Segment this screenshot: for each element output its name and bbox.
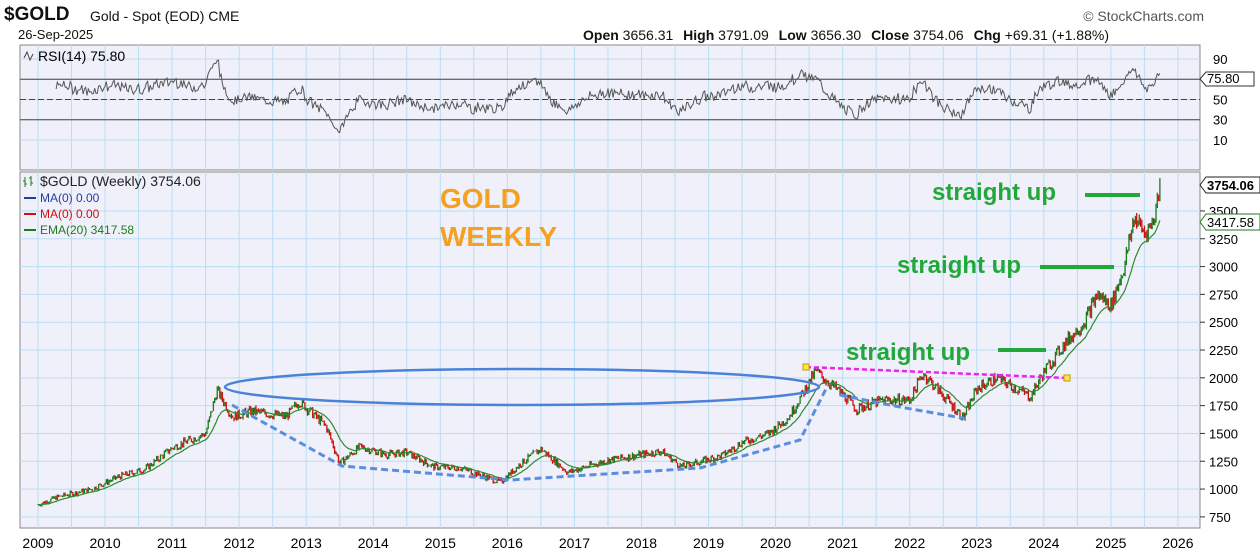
price-tick-labels: 3500325030002750250022502000175015001250… [1209,204,1238,525]
x-tick-2011: 2011 [157,535,187,551]
annotation-straight-up-mid: straight up [897,252,1021,279]
price-tick-3250: 3250 [1209,232,1238,247]
chart-header: $GOLD Gold - Spot (EOD) CME © StockChart… [0,0,1260,44]
price-bars [37,178,1161,507]
symbol-title: $GOLD [4,4,70,25]
close-value: 3754.06 [913,27,964,43]
symbol-description: Gold - Spot (EOD) CME [90,8,240,24]
ema-price-tag: 3417.58 [1199,213,1260,231]
rsi-legend-icon [23,50,34,62]
ohlc-readout: Open 3656.31 High 3791.09 Low 3656.30 Cl… [583,27,1115,43]
annotation-title-weekly: WEEKLY [440,221,558,252]
chart-date: 26-Sep-2025 [18,27,94,42]
price-legend-ma1: MA(0) 0.00 [40,191,100,205]
x-tick-2024: 2024 [1028,535,1059,551]
x-tick-2020: 2020 [760,535,791,551]
brand-watermark: © StockCharts.com [1083,8,1204,24]
rsi-tick-10: 10 [1213,133,1227,148]
last-price-tag-shape [1199,176,1260,194]
x-tick-2026: 2026 [1162,535,1193,551]
rsi-tick-30: 30 [1213,113,1227,128]
annotation-dashed-base-2 [839,393,969,421]
rsi-current-tag: 75.80 [1199,71,1255,87]
last-price-tag-text: 3754.06 [1207,178,1254,193]
x-tick-2014: 2014 [358,535,389,551]
ema-line [37,220,1161,506]
x-tick-2021: 2021 [827,535,858,551]
rsi-tag-shape [1199,71,1255,87]
x-tick-2016: 2016 [492,535,523,551]
price-tick-1250: 1250 [1209,454,1238,469]
price-tick-750: 750 [1209,510,1231,525]
rsi-tick-labels: 9070503010 [1213,52,1227,148]
x-tick-2012: 2012 [224,535,255,551]
annotation-straight-up-low: straight up [846,339,970,366]
x-tick-2025: 2025 [1095,535,1126,551]
price-tick-1750: 1750 [1209,399,1238,414]
price-legend-ema: EMA(20) 3417.58 [40,223,134,237]
open-value: 3656.31 [622,27,674,43]
x-tick-2013: 2013 [291,535,322,551]
x-tick-2018: 2018 [626,535,657,551]
annotation-title-gold: GOLD [440,183,521,214]
annotation-dashed-base [231,384,830,482]
ema-price-tag-text: 3417.58 [1207,215,1254,230]
rsi-level-lines [20,78,1200,121]
rsi-legend: RSI(14) 75.80 [23,48,125,64]
high-label: High [683,27,715,43]
annotation-resistance-line [805,365,1068,380]
price-tick-2250: 2250 [1209,343,1238,358]
rsi-panel [19,44,1201,171]
rsi-tag-text: 75.80 [1207,71,1240,86]
price-tick-3000: 3000 [1209,260,1238,275]
price-legend-ma2: MA(0) 0.00 [40,207,100,221]
price-legend-bars-icon [23,176,33,187]
price-tick-1500: 1500 [1209,426,1238,441]
chg-value: +69.31 (+1.88%) [1004,27,1109,43]
chg-label: Chg [973,27,1001,43]
x-tick-2017: 2017 [559,535,590,551]
x-tick-labels: 2009 2010 2011 2012 2013 2014 2015 2016 2017 2018… [22,535,1193,551]
annotation-ellipse [223,367,821,407]
high-value: 3791.09 [718,27,769,43]
ema-price-tag-shape [1199,213,1260,231]
low-value: 3656.30 [810,27,862,43]
price-tick-1000: 1000 [1209,482,1238,497]
rsi-legend-text: RSI(14) 75.80 [38,48,125,64]
x-tick-2022: 2022 [894,535,925,551]
x-tick-2010: 2010 [89,535,120,551]
x-tick-2009: 2009 [22,535,53,551]
rsi-tick-50: 50 [1213,93,1227,108]
last-price-tag: 3754.06 [1199,176,1260,194]
x-tick-2015: 2015 [425,535,456,551]
price-legend: $GOLD (Weekly) 3754.06 MA(0) 0.00 MA(0) … [23,173,201,237]
close-label: Close [871,27,910,43]
annotation-straight-up-top: straight up [932,179,1056,206]
x-tick-2019: 2019 [693,535,724,551]
price-legend-symbol: $GOLD (Weekly) 3754.06 [40,173,201,189]
price-tick-2000: 2000 [1209,371,1238,386]
price-tick-2500: 2500 [1209,315,1238,330]
rsi-line [55,59,1161,134]
low-label: Low [778,27,807,43]
open-label: Open [583,27,619,43]
rsi-tick-90: 90 [1213,52,1227,67]
resistance-right-handle [1063,374,1071,382]
price-tick-2750: 2750 [1209,287,1238,302]
resistance-left-handle [802,363,810,371]
x-tick-2023: 2023 [961,535,992,551]
